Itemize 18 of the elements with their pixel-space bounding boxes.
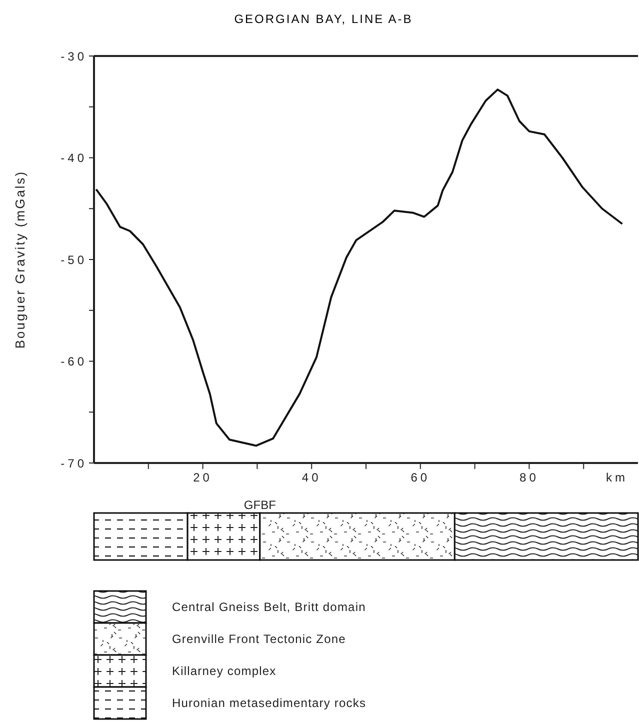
x-tick-label: 40 bbox=[302, 470, 322, 485]
text: Killarney complex bbox=[172, 664, 276, 678]
line-series bbox=[95, 88, 624, 447]
y-axis-title: Bouguer Gravity (mGals) bbox=[12, 170, 28, 349]
text: Huronian metasedimentary rocks bbox=[172, 696, 366, 710]
text: Grenville Front Tectonic Zone bbox=[172, 632, 346, 646]
x-axis-title: km bbox=[606, 470, 628, 485]
x-tick-label: 20 bbox=[193, 470, 212, 485]
y-tick-label: -40 bbox=[60, 151, 87, 166]
x-tick-label: 80 bbox=[520, 470, 539, 485]
x-tick-label: 60 bbox=[410, 470, 430, 485]
chart-title: GEORGIAN BAY, LINE A-B bbox=[233, 11, 414, 28]
y-tick-label: -30 bbox=[60, 49, 87, 64]
y-tick-label: -60 bbox=[60, 354, 87, 369]
text: Central Gneiss Belt, Britt domain bbox=[172, 600, 366, 614]
y-tick-label: -70 bbox=[60, 456, 87, 470]
y-tick-label: -50 bbox=[60, 252, 87, 267]
text: GFBF bbox=[244, 498, 276, 512]
